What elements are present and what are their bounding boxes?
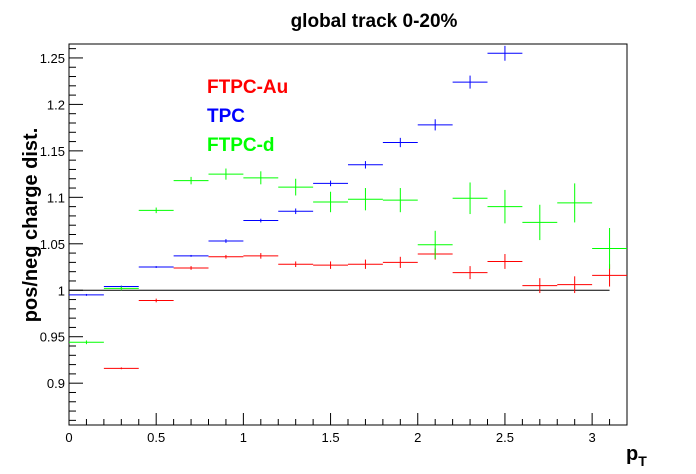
data-point [208, 254, 244, 259]
y-tick-label: 0.9 [47, 376, 65, 391]
data-point [522, 204, 558, 241]
data-point [417, 230, 453, 259]
x-axis-title-main: p [626, 443, 638, 465]
y-axis-title: pos/neg charge dist. [20, 128, 42, 322]
y-tick-label: 1.1 [47, 190, 65, 205]
y-axis: 0.9 0.95 1 1.05 1.1 1.15 1.2 1.25 [40, 48, 83, 421]
data-point [452, 266, 488, 280]
data-point [382, 188, 418, 213]
series-ftpc-au [103, 248, 627, 370]
data-point [208, 168, 244, 180]
data-point [69, 293, 104, 296]
data-point [173, 254, 209, 257]
data-point [382, 256, 418, 268]
data-point [348, 259, 383, 269]
series-group [69, 45, 627, 370]
data-point [243, 171, 279, 185]
data-point [348, 188, 383, 211]
y-tick-label: 1.2 [47, 97, 65, 112]
data-point [487, 254, 523, 269]
series-ftpc-d [69, 168, 627, 345]
x-tick-label: 1 [240, 430, 247, 445]
data-point [313, 261, 348, 269]
legend-entry-ftpc-au: FTPC-Au [207, 77, 288, 98]
x-tick-label: 3 [589, 430, 596, 445]
data-point [243, 218, 279, 223]
x-axis-title-subscript: T [638, 453, 647, 469]
data-point [452, 182, 488, 215]
data-point [278, 208, 314, 215]
y-tick-label: 0.95 [40, 330, 65, 345]
data-point [173, 176, 209, 185]
x-tick-label: 2 [414, 430, 421, 445]
data-point [243, 253, 279, 259]
x-axis: 0 0.5 1 1.5 2 2.5 3 [65, 413, 628, 445]
data-point [278, 261, 314, 268]
data-point [487, 189, 523, 224]
data-point [69, 340, 104, 345]
y-tick-label: 1.25 [40, 51, 65, 66]
legend: FTPC-Au TPC FTPC-d [207, 77, 288, 156]
y-tick-label: 1.15 [40, 144, 65, 159]
data-point [522, 278, 558, 294]
x-tick-label: 2.5 [496, 430, 514, 445]
data-point [138, 298, 174, 303]
data-point [313, 180, 348, 187]
y-tick-label: 1.05 [40, 237, 65, 252]
data-point [103, 286, 139, 291]
data-point [417, 119, 453, 131]
data-point [487, 45, 523, 61]
data-point [313, 191, 348, 213]
chart-title: global track 0-20% [291, 11, 458, 32]
data-point [138, 207, 174, 214]
data-point [592, 227, 627, 269]
data-point [103, 367, 139, 370]
x-tick-label: 1.5 [322, 430, 340, 445]
y-tick-label: 1 [58, 283, 65, 298]
data-point [382, 137, 418, 148]
x-tick-label: 0 [65, 430, 72, 445]
legend-entry-tpc: TPC [207, 106, 245, 127]
data-point [348, 161, 383, 169]
data-point [208, 239, 244, 243]
x-axis-title: pT [626, 443, 647, 469]
data-point [138, 266, 174, 268]
legend-entry-ftpc-d: FTPC-d [207, 135, 275, 156]
data-point [557, 183, 593, 223]
data-point [557, 276, 593, 294]
data-point [278, 178, 314, 196]
x-tick-label: 0.5 [147, 430, 165, 445]
data-point [452, 75, 488, 89]
series-tpc [69, 45, 523, 296]
data-point [173, 266, 209, 270]
